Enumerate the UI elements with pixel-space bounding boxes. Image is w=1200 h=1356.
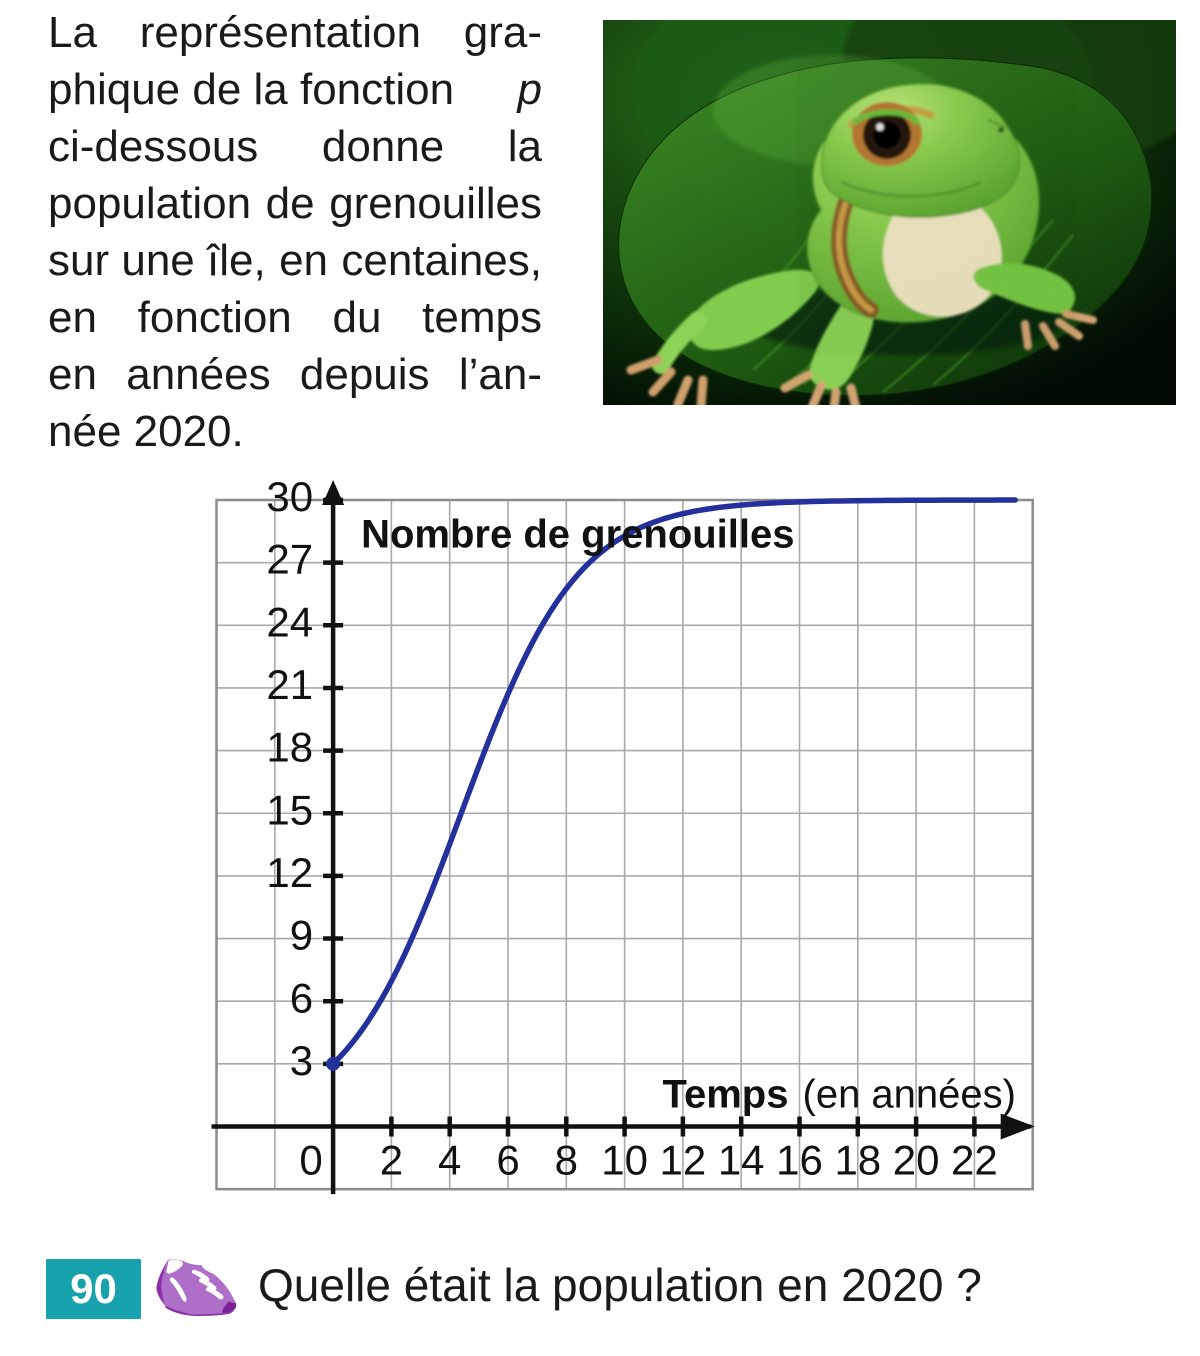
svg-text:8: 8 — [555, 1137, 578, 1184]
svg-text:6: 6 — [290, 974, 313, 1021]
svg-text:27: 27 — [266, 536, 313, 583]
svg-text:14: 14 — [718, 1137, 765, 1184]
svg-text:18: 18 — [834, 1137, 881, 1184]
svg-text:0: 0 — [299, 1137, 322, 1184]
svg-text:10: 10 — [601, 1137, 648, 1184]
svg-text:2: 2 — [380, 1137, 403, 1184]
svg-text:20: 20 — [893, 1137, 940, 1184]
svg-text:Nombre de grenouilles: Nombre de grenouilles — [361, 512, 794, 556]
svg-text:24: 24 — [266, 598, 313, 645]
svg-text:22: 22 — [951, 1137, 998, 1184]
svg-text:21: 21 — [266, 661, 313, 708]
svg-text:9: 9 — [290, 912, 313, 959]
svg-text:6: 6 — [496, 1137, 519, 1184]
svg-text:12: 12 — [266, 849, 313, 896]
svg-text:16: 16 — [776, 1137, 823, 1184]
svg-text:4: 4 — [438, 1137, 461, 1184]
svg-text:15: 15 — [266, 786, 313, 833]
svg-text:3: 3 — [290, 1037, 313, 1084]
svg-text:Temps: Temps — [663, 1073, 789, 1117]
svg-text:18: 18 — [266, 724, 313, 771]
svg-text:30: 30 — [266, 473, 313, 520]
svg-text:(en années): (en années) — [803, 1073, 1016, 1117]
svg-text:12: 12 — [660, 1137, 707, 1184]
